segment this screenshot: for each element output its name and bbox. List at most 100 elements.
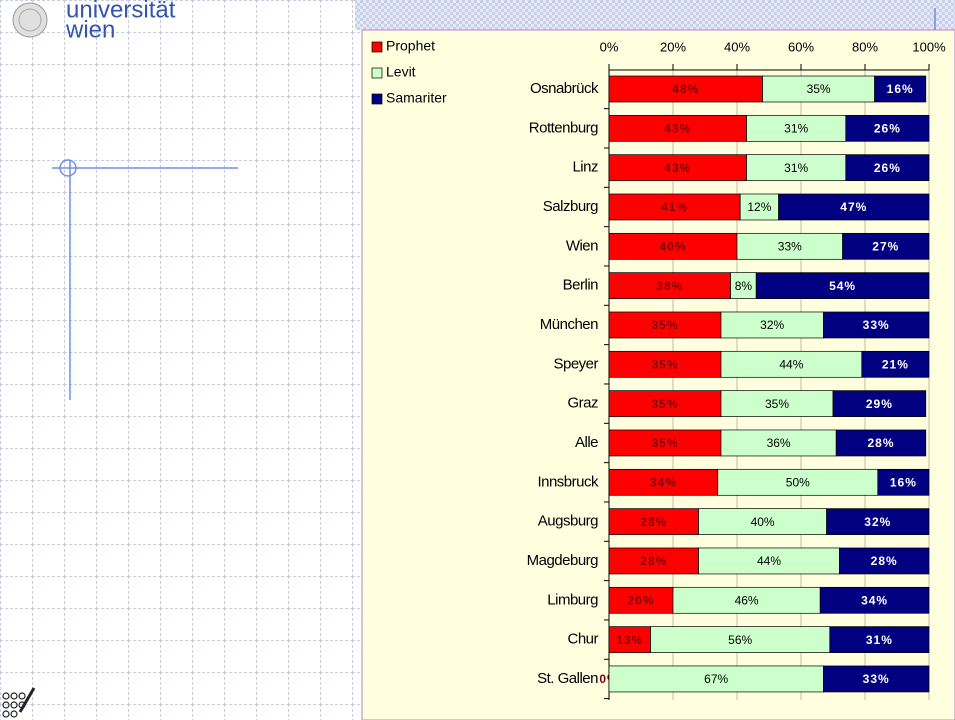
logo-text: universität (66, 0, 176, 23)
value-label: 48% (672, 82, 699, 96)
value-label: 8% (735, 279, 753, 293)
value-label: 27% (872, 239, 899, 253)
category-label: Salzburg (543, 198, 598, 215)
value-label: 35% (651, 436, 678, 450)
value-label: 34% (861, 593, 888, 607)
category-label: Limburg (547, 591, 598, 608)
bar-segment (608, 547, 699, 575)
bar-segment (823, 665, 930, 693)
value-label: 35% (651, 397, 678, 411)
category-label: Wien (566, 237, 598, 254)
category-label: Berlin (563, 277, 599, 294)
value-label: 26% (874, 161, 901, 175)
legend-swatch (371, 41, 383, 53)
bar-segment (608, 586, 674, 614)
value-label: 31% (784, 161, 808, 175)
category-label: Chur (567, 631, 598, 648)
value-label: 29% (866, 397, 893, 411)
legend-swatch (371, 67, 383, 79)
header-strip (355, 0, 955, 30)
bar-segment (861, 350, 930, 378)
value-label: 43% (664, 161, 691, 175)
legend-label: Samariter (386, 90, 447, 106)
value-label: 44% (779, 357, 803, 371)
category-label: Osnabrück (530, 80, 599, 97)
category-label: München (540, 316, 598, 333)
bar-segment (608, 272, 731, 299)
x-tick-label: 40% (724, 39, 750, 54)
value-label: 54% (829, 279, 856, 293)
bar-segment (762, 75, 875, 103)
value-label: 35% (807, 82, 831, 96)
bar-segment (845, 154, 930, 182)
bar-segment (650, 626, 831, 653)
value-label: 43% (664, 122, 691, 136)
bar-segment (698, 547, 840, 575)
legend-swatch (371, 93, 383, 105)
category-label: Magdeburg (527, 552, 599, 569)
value-label: 67% (704, 672, 728, 686)
value-label: 36% (767, 436, 791, 450)
decor-circle (59, 159, 77, 177)
category-label: Augsburg (538, 513, 598, 530)
value-label: 33% (863, 318, 890, 332)
bar-segment (826, 508, 930, 535)
category-label: Rottenburg (529, 119, 598, 136)
category-label: Alle (575, 434, 598, 451)
value-label: 35% (651, 318, 678, 332)
value-label: 47% (840, 200, 867, 214)
logo-seal (12, 2, 48, 38)
value-label: 40% (751, 515, 775, 529)
bar-segment (608, 114, 747, 142)
value-label: 44% (757, 554, 781, 568)
bar-segment (874, 75, 927, 103)
bar-segment (608, 508, 699, 535)
value-label: 46% (735, 593, 759, 607)
bar-segment (819, 586, 930, 614)
value-label: 35% (765, 397, 789, 411)
category-label: Graz (567, 395, 598, 412)
plot: 0% 20% 40% 60% 80% 100% Osnabrück 48% 35% 16% Rott… (371, 38, 946, 700)
bar-segment (736, 232, 843, 260)
value-label: 16% (890, 475, 917, 489)
value-label: 31% (784, 122, 808, 136)
value-label: 34% (650, 475, 677, 489)
value-label: 12% (747, 200, 771, 214)
bar-segment (608, 154, 747, 182)
value-label: 41% (661, 200, 688, 214)
bar-segment (829, 626, 930, 653)
value-label: 16% (887, 82, 914, 96)
value-label: 21% (882, 357, 909, 371)
bar-segment (739, 193, 779, 221)
category-label: Linz (572, 159, 598, 176)
legend-label: Levit (386, 64, 416, 80)
bar-segment (832, 390, 927, 417)
value-label: 13% (616, 633, 643, 647)
value-label: 40% (659, 239, 686, 253)
value-label: 20% (627, 593, 654, 607)
category-label: Innsbruck (537, 473, 599, 490)
value-label: 50% (786, 475, 810, 489)
category-label: Speyer (553, 355, 598, 372)
bar-segment (608, 665, 824, 693)
bar-segment (608, 626, 651, 653)
bar-segment (755, 272, 930, 299)
bar-segment (746, 114, 847, 142)
bar-segment (608, 75, 763, 103)
x-tick-label: 60% (788, 39, 814, 54)
bar-segment (778, 193, 930, 221)
value-label: 56% (728, 633, 752, 647)
bar-segment (839, 547, 930, 575)
value-label: 28% (871, 554, 898, 568)
bar-segment (835, 429, 927, 457)
value-label: 32% (864, 515, 891, 529)
bar-segment (842, 232, 930, 260)
x-tick-label: 100% (912, 39, 946, 54)
x-tick-label: 0% (600, 39, 619, 54)
bar-segment (608, 350, 722, 378)
value-label: 32% (760, 318, 784, 332)
bar-segment (608, 429, 722, 457)
bottom-icon (2, 687, 36, 718)
legend-label: Prophet (386, 38, 435, 54)
